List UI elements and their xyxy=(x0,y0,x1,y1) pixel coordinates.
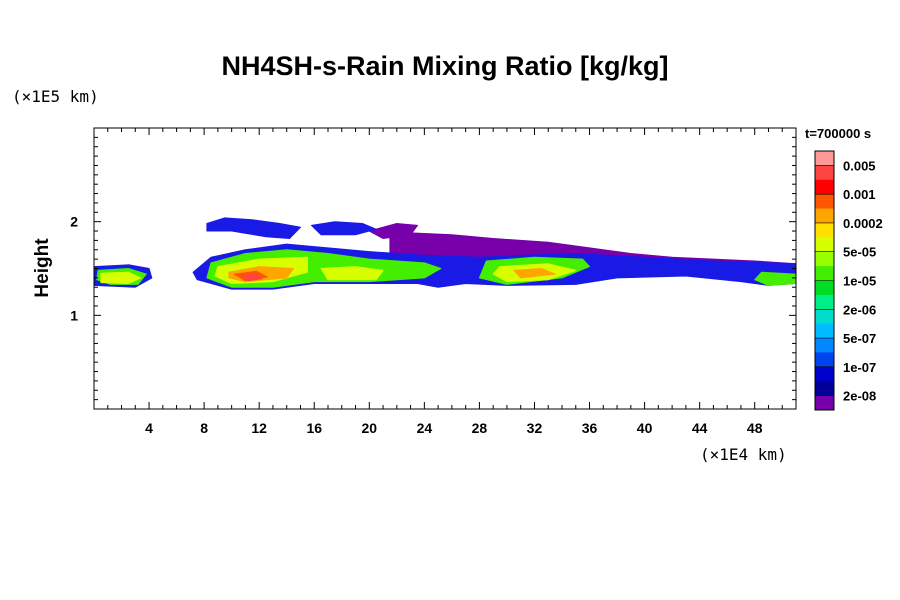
x-unit-label: (×1E4 km) xyxy=(700,445,787,464)
y-unit-label: (×1E5 km) xyxy=(12,87,99,106)
contour-region-17 xyxy=(242,273,263,282)
colorbar-swatch xyxy=(815,194,834,209)
colorbar-label: 1e-05 xyxy=(843,274,876,289)
y-tick-label: 2 xyxy=(70,214,78,230)
x-tick-label: 44 xyxy=(692,420,708,436)
colorbar-label: 5e-07 xyxy=(843,331,876,346)
contour-region-2 xyxy=(206,217,301,239)
y-axis-label: Height xyxy=(32,238,53,298)
plot-area xyxy=(94,217,796,290)
colorbar-swatch xyxy=(815,222,834,238)
colorbar: 0.005 0.001 0.0002 5e-05 1e-05 2e-06 5e-07 1e-0… xyxy=(814,150,883,411)
colorbar-swatch xyxy=(815,323,834,339)
x-tick-label: 32 xyxy=(527,420,543,436)
contour-region-1 xyxy=(368,223,418,239)
colorbar-swatch xyxy=(815,366,834,382)
colorbar-swatch xyxy=(815,179,834,195)
colorbar-label: 1e-07 xyxy=(843,360,876,375)
colorbar-swatch xyxy=(815,251,834,267)
x-tick-label: 4 xyxy=(145,420,153,436)
colorbar-label: 2e-08 xyxy=(843,389,876,404)
x-tick-label: 40 xyxy=(637,420,653,436)
colorbar-swatch xyxy=(815,280,834,296)
colorbar-label: 2e-06 xyxy=(843,302,876,317)
colorbar-label: 5e-05 xyxy=(843,245,876,260)
colorbar-swatch xyxy=(815,381,834,397)
colorbar-swatch xyxy=(815,165,834,181)
colorbar-swatch xyxy=(815,338,834,353)
colorbar-swatch xyxy=(815,395,834,411)
colorbar-swatch xyxy=(815,237,834,253)
contour-region-15 xyxy=(513,268,556,279)
time-label: t=700000 s xyxy=(805,126,871,141)
colorbar-swatch xyxy=(815,352,834,368)
x-tick-label: 12 xyxy=(251,420,267,436)
colorbar-label: 0.005 xyxy=(843,158,876,173)
x-tick-label: 36 xyxy=(582,420,598,436)
colorbar-swatch xyxy=(815,294,834,310)
contour-region-9 xyxy=(754,271,796,286)
x-tick-label: 20 xyxy=(362,420,378,436)
contour-region-12 xyxy=(320,266,384,281)
x-tick-label: 24 xyxy=(417,420,433,436)
y-tick-label: 1 xyxy=(70,307,78,323)
x-tick-label: 16 xyxy=(306,420,322,436)
x-tick-label: 28 xyxy=(472,420,488,436)
colorbar-swatch xyxy=(815,309,834,325)
colorbar-label: 0.001 xyxy=(843,187,876,202)
chart-title: NH4SH-s-Rain Mixing Ratio [kg/kg] xyxy=(221,51,668,81)
contour-region-3 xyxy=(311,221,377,236)
colorbar-label: 0.0002 xyxy=(843,216,883,231)
colorbar-swatch xyxy=(815,151,834,166)
contour-region-10 xyxy=(100,271,142,284)
colorbar-swatch xyxy=(815,266,834,281)
x-tick-label: 48 xyxy=(747,420,763,436)
colorbar-swatch xyxy=(815,208,834,224)
x-tick-label: 8 xyxy=(200,420,208,436)
